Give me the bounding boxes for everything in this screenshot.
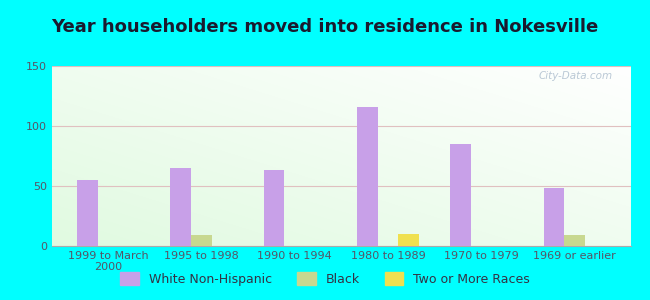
Bar xyxy=(564,235,585,246)
Bar xyxy=(544,188,564,246)
Bar xyxy=(191,235,211,246)
Bar xyxy=(450,144,471,246)
Bar xyxy=(264,170,284,246)
Text: Year householders moved into residence in Nokesville: Year householders moved into residence i… xyxy=(51,18,599,36)
Legend: White Non-Hispanic, Black, Two or More Races: White Non-Hispanic, Black, Two or More R… xyxy=(115,267,535,291)
Bar xyxy=(398,234,419,246)
Bar xyxy=(357,107,378,246)
Bar xyxy=(170,168,191,246)
Bar xyxy=(77,180,98,246)
Text: City-Data.com: City-Data.com xyxy=(539,71,613,81)
